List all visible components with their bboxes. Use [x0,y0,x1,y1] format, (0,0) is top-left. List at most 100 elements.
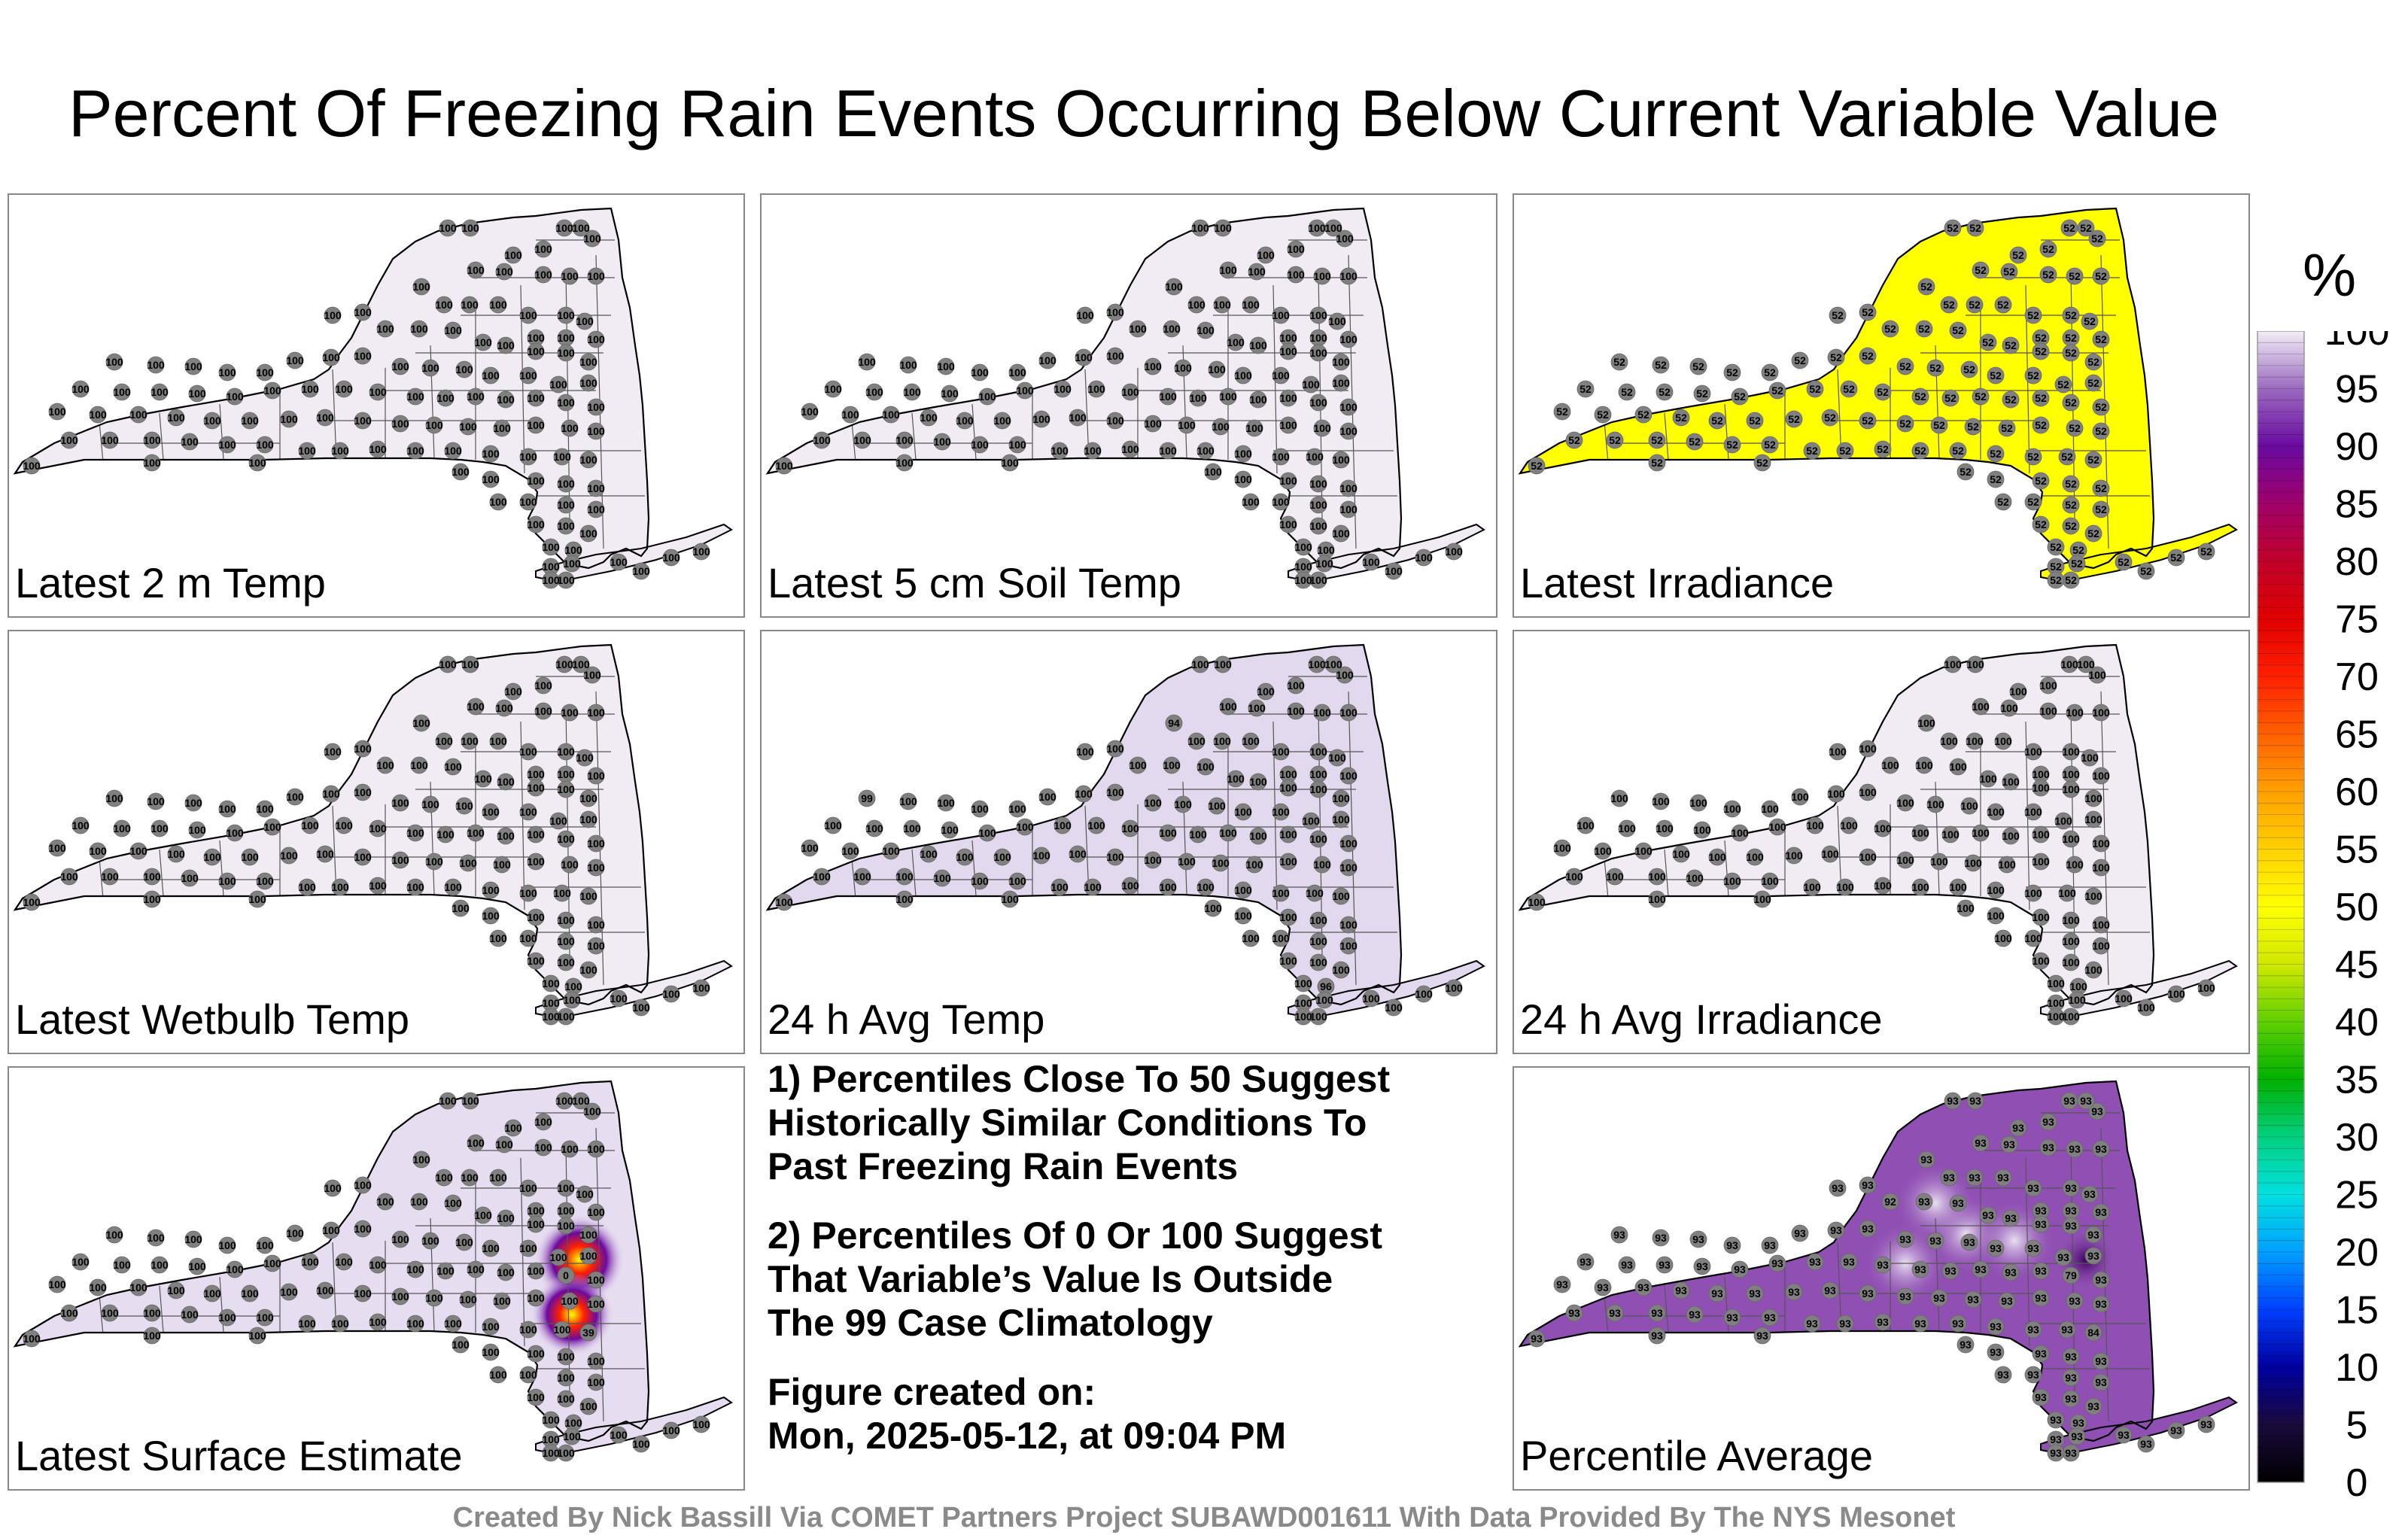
station-dot [1836,1315,1854,1333]
station-dot [1208,360,1226,378]
station-value: 52 [1899,418,1911,430]
station-marker: 52 [2054,375,2072,394]
station-value: 93 [1806,1318,1818,1330]
station-marker: 100 [610,1426,628,1444]
station-dot [1309,780,1327,798]
station-dot [1693,821,1711,839]
station-dot [412,1150,430,1169]
station-dot [410,320,428,338]
station-value: 93 [1696,1260,1708,1272]
station-value: 100 [301,1256,319,1268]
station-value: 100 [1163,323,1181,335]
station-marker: 100 [436,1262,455,1280]
station-value: 100 [316,1284,334,1296]
station-dot [1768,818,1786,836]
station-marker: 100 [1339,916,1358,934]
station-value: 52 [1899,360,1911,372]
station-marker: 100 [1008,800,1026,818]
station-dot [1159,388,1177,406]
station-value: 52 [1711,415,1723,427]
station-dot [1050,878,1069,896]
station-dot [2062,344,2080,362]
station-dot [2062,1217,2080,1235]
station-marker: 52 [1634,406,1652,424]
station-value: 100 [482,473,500,485]
station-dot [1249,773,1267,791]
station-dot [542,974,560,992]
station-dot [632,1435,650,1453]
station-dot [280,1283,298,1301]
station-marker: 93 [2000,1135,2018,1154]
station-value: 100 [1294,977,1312,989]
station-marker: 100 [587,1271,605,1289]
station-value: 100 [1242,299,1260,311]
station-marker: 93 [2167,1421,2185,1439]
station-value: 100 [824,819,842,831]
station-dot [1972,1260,1990,1278]
station-marker: 100 [549,375,567,394]
station-dot [519,306,537,324]
station-dot [1972,1134,1990,1152]
station-dot [461,219,479,237]
station-value: 100 [1287,679,1305,692]
colorbar-tick-label: 90 [2335,425,2379,469]
station-dot [435,296,453,314]
station-dot [1731,824,1749,842]
station-value: 52 [1843,383,1855,395]
station-dot [579,353,597,371]
station-value: 100 [2032,768,2050,780]
station-value: 93 [2063,1095,2075,1107]
station-value: 100 [1332,527,1350,540]
station-marker: 100 [1245,856,1263,874]
station-marker: 100 [298,1315,316,1333]
station-marker: 100 [610,553,628,571]
station-value: 100 [937,797,955,809]
station-marker: 52 [2137,562,2155,580]
station-marker: 100 [1328,312,1346,330]
station-marker: 93 [1829,1179,1847,1197]
station-dot [2197,543,2215,561]
station-dot [1911,1315,1929,1333]
station-dot [1528,1330,1546,1348]
station-dot [824,380,842,398]
station-dot [482,1239,500,1257]
station-dot [956,412,974,430]
station-dot [482,907,500,925]
station-dot [557,780,575,798]
station-marker: 100 [813,868,831,886]
station-value: 100 [527,1265,545,1277]
station-marker: 100 [587,937,605,955]
station-marker: 100 [1106,303,1124,321]
station-dot [1106,740,1124,758]
station-value: 100 [587,1298,605,1310]
station-dot [2024,1366,2042,1384]
station-value: 100 [993,851,1011,863]
station-dot [1178,416,1196,434]
station-value: 52 [2200,546,2212,558]
station-dot [1960,797,1978,815]
station-marker: 100 [1987,803,2005,821]
station-dot [610,553,628,571]
station-value: 93 [1531,1333,1543,1345]
station-dot [467,388,485,406]
station-value: 100 [865,822,883,834]
station-dot [1768,1254,1786,1272]
station-dot [519,493,537,511]
station-dot [2092,834,2110,853]
station-marker: 52 [2084,451,2102,469]
station-dot [557,1217,575,1235]
station-value: 100 [527,828,545,840]
station-marker: 100 [1219,698,1237,716]
station-value: 100 [1054,819,1072,831]
station-value: 100 [1874,880,1892,892]
colorbar: 0 5 10 15 20 25 30 35 40 45 50 55 60 65 70 75 80 85 90 95 10… [2250,310,2408,1505]
station-marker: 93 [1896,1287,1914,1306]
station-marker: 100 [1084,878,1102,896]
station-value: 52 [1613,356,1625,368]
station-dot [572,1092,590,1110]
colorbar-tick-label: 15 [2335,1289,2379,1333]
station-marker: 100 [587,834,605,853]
station-dot [1144,415,1162,433]
station-marker: 100 [1249,773,1267,791]
station-marker: 100 [1234,470,1252,488]
